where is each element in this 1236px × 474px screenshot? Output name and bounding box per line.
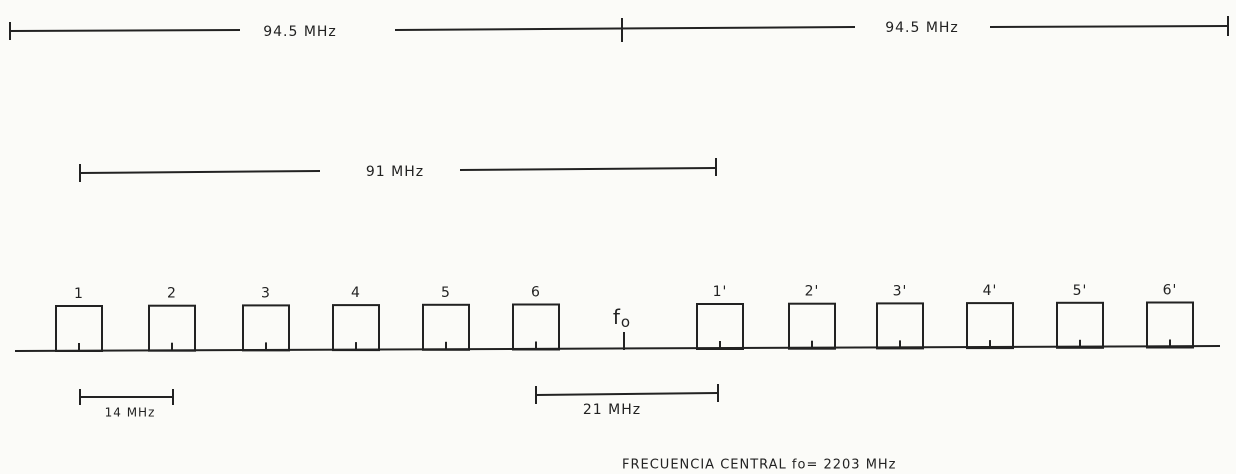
- channel-label: 6': [1163, 283, 1178, 299]
- channel-label: 3: [261, 285, 271, 301]
- dimension-line: [535, 392, 719, 396]
- channel-label: 5': [1073, 283, 1088, 299]
- dimension-label: 94.5 MHz: [885, 20, 959, 36]
- channel-label: 6: [531, 285, 541, 301]
- dimension-label: 21 MHz: [583, 402, 641, 418]
- dimension-line: [9, 29, 241, 32]
- dimension-line: [459, 167, 717, 171]
- dimension-label: 14 MHz: [105, 406, 156, 420]
- center-label: fo: [613, 305, 631, 331]
- center-subscript: o: [621, 313, 631, 331]
- center-symbol: f: [613, 305, 621, 329]
- dimension-label: 91 MHz: [366, 164, 424, 180]
- dimension-line: [394, 26, 856, 31]
- channel-label: 1: [74, 286, 84, 302]
- baseline: [14, 345, 1221, 352]
- channel-label: 2: [167, 286, 177, 302]
- channel-label: 2': [805, 284, 820, 300]
- channel-label: 1': [713, 284, 728, 300]
- dimension-line: [79, 170, 321, 174]
- dimension-line: [989, 25, 1229, 28]
- channel-label: 4': [983, 283, 998, 299]
- footer: FRECUENCIA CENTRAL fo= 2203 MHz: [622, 458, 897, 473]
- dimension-label: 94.5 MHz: [263, 24, 337, 40]
- channel-label: 4: [351, 285, 361, 301]
- channel-label: 5: [441, 285, 451, 301]
- channel-label: 3': [893, 283, 908, 299]
